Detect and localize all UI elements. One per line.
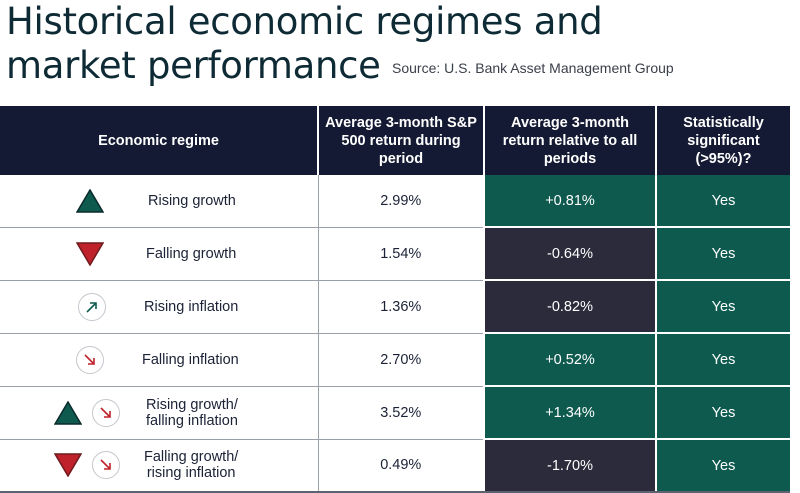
triangle-up-icon xyxy=(76,188,104,213)
sp500-return: 1.54% xyxy=(317,227,484,281)
relative-return: +1.34% xyxy=(483,386,656,440)
header-average-return: Average 3-month S&P 500 return during pe… xyxy=(317,106,485,175)
regime-label: Rising growth/ falling inflation xyxy=(146,387,238,438)
relative-return: -0.64% xyxy=(483,227,656,281)
relative-return: +0.52% xyxy=(483,333,656,387)
regime-cell: Falling growth/ rising inflation xyxy=(0,439,318,493)
significant-value: Yes xyxy=(655,175,790,228)
triangle-down-icon xyxy=(54,453,82,478)
regime-label: Rising inflation xyxy=(144,298,239,315)
sp500-return: 0.49% xyxy=(317,439,484,493)
regime-cell: Falling growth xyxy=(0,227,318,281)
table-row: Falling inflation 2.70% +0.52% Yes xyxy=(0,333,790,387)
regime-cell: Falling inflation xyxy=(0,333,318,387)
table-row: Rising growth 2.99% +0.81% Yes xyxy=(0,175,790,228)
relative-return: -1.70% xyxy=(483,439,656,493)
relative-return: +0.81% xyxy=(483,175,656,228)
arrow-up-right-icon xyxy=(78,292,106,321)
source-note: Source: U.S. Bank Asset Management Group xyxy=(392,60,674,76)
regime-label: Falling inflation xyxy=(142,351,239,368)
triangle-down-icon xyxy=(76,241,104,266)
regime-cell: Rising inflation xyxy=(0,280,318,334)
regime-label: Falling growth/ rising inflation xyxy=(144,440,238,491)
title-line-1: Historical economic regimes and xyxy=(6,0,603,43)
sp500-return: 2.70% xyxy=(317,333,484,387)
table-row: Rising inflation 1.36% -0.82% Yes xyxy=(0,280,790,334)
table-row: Falling growth 1.54% -0.64% Yes xyxy=(0,227,790,281)
header-relative-return: Average 3-month return relative to all p… xyxy=(483,106,657,175)
regime-cell: Rising growth/ falling inflation xyxy=(0,386,318,440)
significant-value: Yes xyxy=(655,227,790,281)
relative-return: -0.82% xyxy=(483,280,656,334)
significant-value: Yes xyxy=(655,386,790,440)
sp500-return: 1.36% xyxy=(317,280,484,334)
regime-label-line-1: Rising growth/ xyxy=(146,396,238,413)
regime-label-line-2: rising inflation xyxy=(146,465,236,482)
arrow-down-right-icon xyxy=(92,398,120,427)
sp500-return: 2.99% xyxy=(317,175,484,228)
table-header-row: Economic regime Average 3-month S&P 500 … xyxy=(0,106,790,175)
regime-label: Rising growth xyxy=(148,192,236,209)
title-line-2: market performance xyxy=(6,44,381,87)
regime-label-line-2: falling inflation xyxy=(146,412,238,429)
regime-cell: Rising growth xyxy=(0,175,318,228)
significant-value: Yes xyxy=(655,439,790,493)
table-row: Rising growth/ falling inflation 3.52% +… xyxy=(0,386,790,440)
regime-label-line-1: Falling growth/ xyxy=(144,449,239,466)
significant-value: Yes xyxy=(655,333,790,387)
page-title: Historical economic regimes and market p… xyxy=(6,0,603,88)
header-average-return-text: Average 3-month S&P 500 return during pe… xyxy=(325,115,477,167)
arrow-down-right-icon xyxy=(92,451,120,480)
triangle-up-icon xyxy=(54,400,82,425)
header-significant: Statistically significant (>95%)? xyxy=(655,106,790,175)
sp500-return: 3.52% xyxy=(317,386,484,440)
arrow-down-right-icon xyxy=(76,345,104,374)
regime-label: Falling growth xyxy=(146,245,237,262)
regimes-table: Economic regime Average 3-month S&P 500 … xyxy=(0,106,790,493)
header-significant-text: Statistically significant (>95%)? xyxy=(683,115,764,167)
header-relative-return-text: Average 3-month return relative to all p… xyxy=(502,115,638,167)
header-economic-regime: Economic regime xyxy=(0,106,319,175)
table-row: Falling growth/ rising inflation 0.49% -… xyxy=(0,439,790,493)
significant-value: Yes xyxy=(655,280,790,334)
